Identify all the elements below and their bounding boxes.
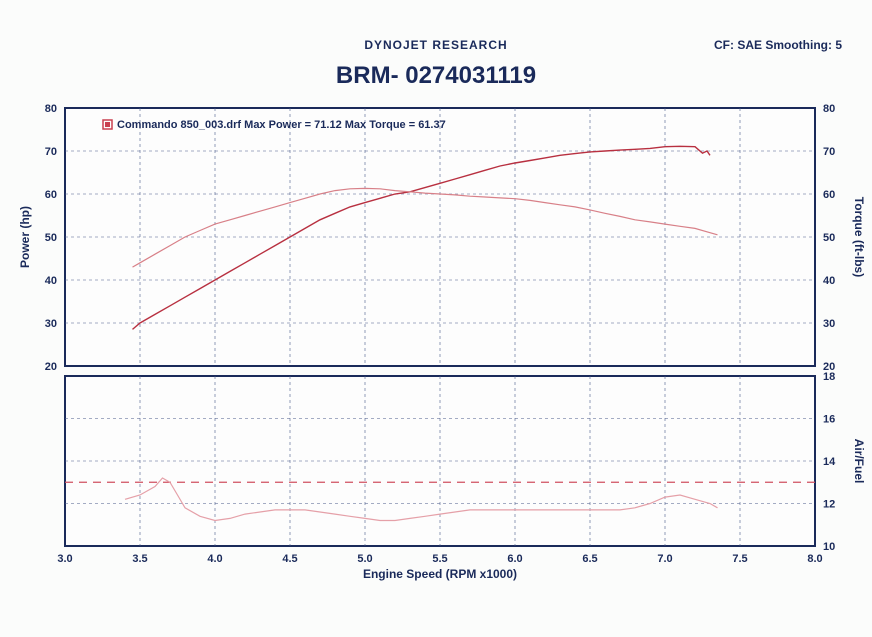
- x-axis-label: Engine Speed (RPM x1000): [363, 567, 517, 581]
- svg-text:20: 20: [45, 361, 57, 373]
- svg-text:12: 12: [823, 499, 835, 511]
- svg-text:8.0: 8.0: [807, 553, 822, 565]
- svg-text:70: 70: [45, 146, 57, 158]
- svg-text:4.0: 4.0: [207, 553, 222, 565]
- svg-text:3.5: 3.5: [132, 553, 147, 565]
- svg-text:5.5: 5.5: [432, 553, 447, 565]
- svg-text:5.0: 5.0: [357, 553, 372, 565]
- svg-text:6.5: 6.5: [582, 553, 597, 565]
- svg-text:14: 14: [823, 456, 836, 468]
- svg-text:30: 30: [823, 318, 835, 330]
- svg-text:Power (hp): Power (hp): [18, 206, 32, 268]
- svg-text:7.5: 7.5: [732, 553, 747, 565]
- svg-text:50: 50: [823, 232, 835, 244]
- header-right: CF: SAE Smoothing: 5: [714, 38, 842, 52]
- svg-text:7.0: 7.0: [657, 553, 672, 565]
- svg-text:10: 10: [823, 541, 835, 553]
- svg-text:40: 40: [823, 275, 835, 287]
- svg-text:50: 50: [45, 232, 57, 244]
- svg-text:40: 40: [45, 275, 57, 287]
- svg-text:6.0: 6.0: [507, 553, 522, 565]
- svg-text:4.5: 4.5: [282, 553, 297, 565]
- svg-text:16: 16: [823, 414, 835, 426]
- svg-text:Torque (ft-lbs): Torque (ft-lbs): [852, 197, 866, 277]
- svg-text:60: 60: [45, 189, 57, 201]
- svg-text:70: 70: [823, 146, 835, 158]
- svg-text:60: 60: [823, 189, 835, 201]
- dyno-chart: 20304050607080Power (hp)20304050607080To…: [0, 98, 872, 637]
- svg-text:3.0: 3.0: [57, 553, 72, 565]
- svg-text:30: 30: [45, 318, 57, 330]
- svg-text:Air/Fuel: Air/Fuel: [852, 439, 866, 484]
- legend-text: Commando 850_003.drf Max Power = 71.12 M…: [117, 119, 446, 131]
- chart-title: BRM- 0274031119: [0, 62, 872, 90]
- svg-text:80: 80: [45, 103, 57, 115]
- svg-text:80: 80: [823, 103, 835, 115]
- svg-text:18: 18: [823, 371, 835, 383]
